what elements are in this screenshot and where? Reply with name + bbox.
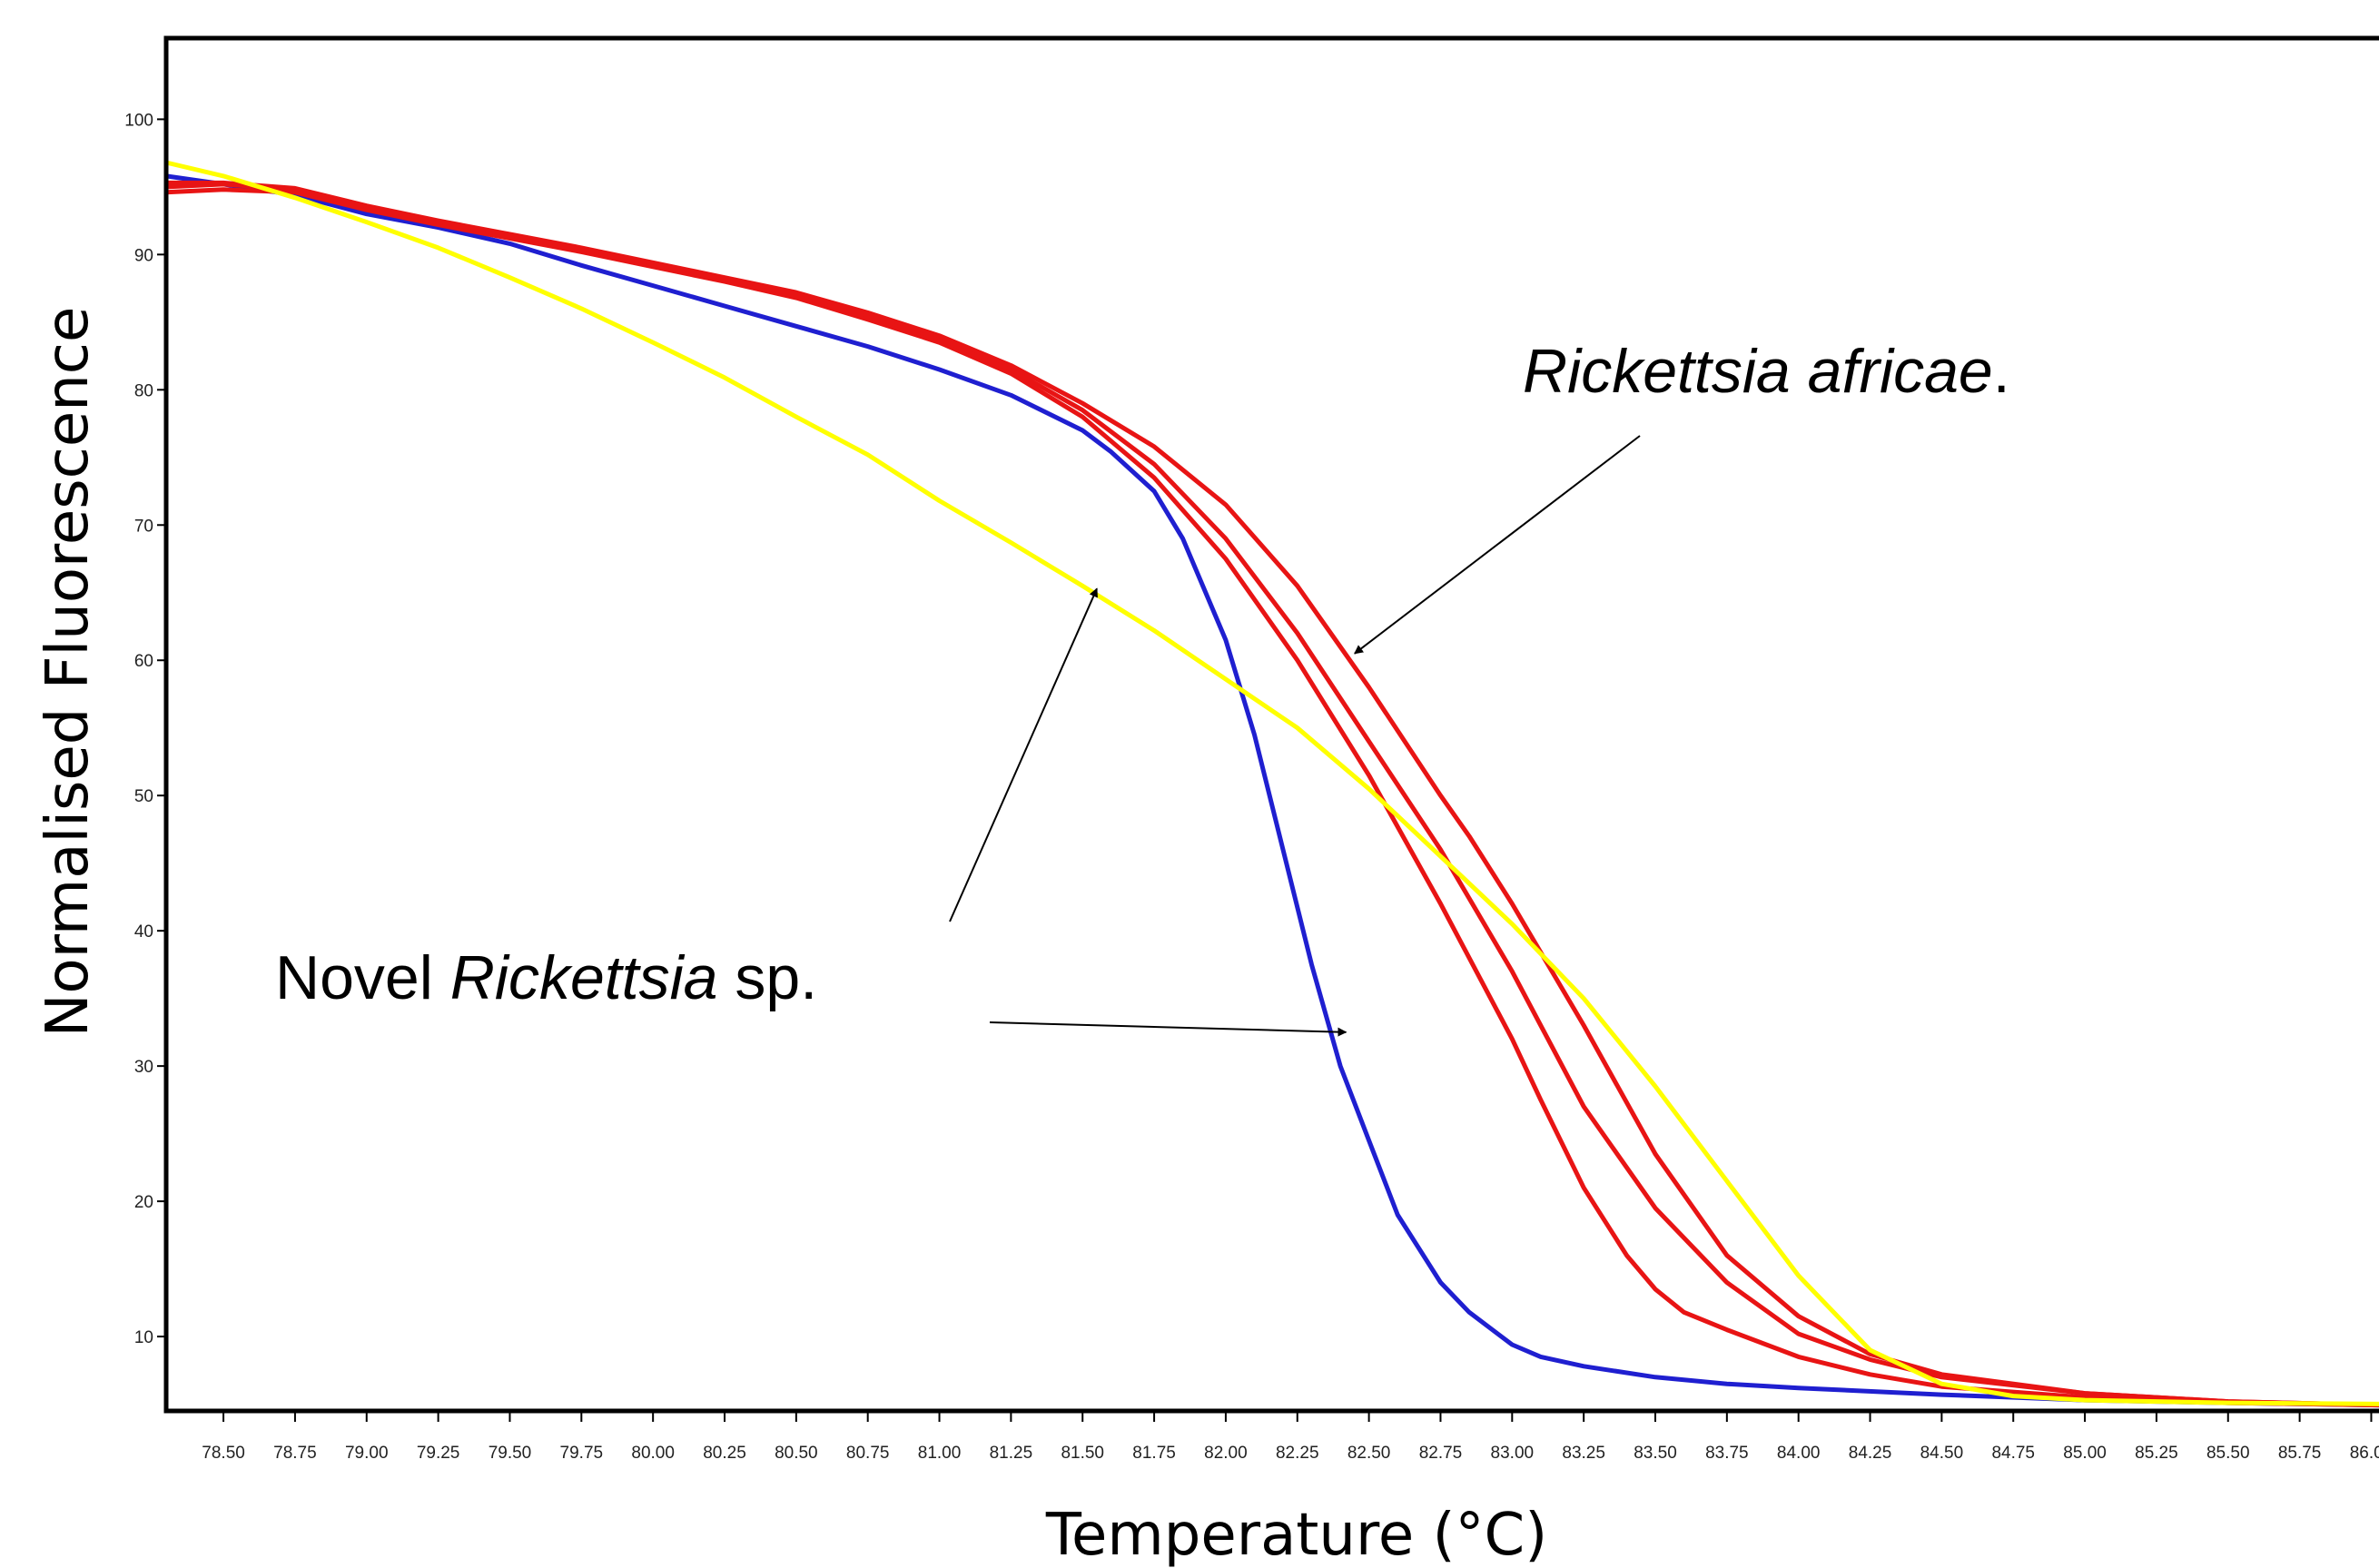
y-axis-label: Normalised Fluorescence — [35, 307, 102, 1038]
x-axis-label: Temperature (°C) — [1045, 1502, 1547, 1568]
melt-curve-line-4 — [163, 180, 2379, 1407]
annotation-label-novel: Novel Rickettsia sp. — [275, 943, 817, 1012]
x-tick-label: 84.50 — [1920, 1444, 1964, 1463]
annotation-novel-prefix: Novel — [275, 943, 450, 1012]
annotation-layer: Rickettsia africae. Novel Rickettsia sp. — [275, 337, 2010, 1037]
y-tick-label: 30 — [134, 1058, 153, 1077]
x-tick-label: 86.00 — [2350, 1444, 2379, 1463]
annotation-label-africae: Rickettsia africae. — [1523, 337, 2010, 406]
plot-frame — [163, 35, 2379, 1414]
y-tick-label: 60 — [134, 652, 153, 671]
annotation-africae-suffix: . — [1993, 337, 2010, 406]
x-tick-label: 85.50 — [2206, 1444, 2250, 1463]
y-tick-label: 90 — [134, 246, 153, 265]
melt-curve-line-2 — [163, 187, 2379, 1408]
x-tick-label: 84.75 — [1991, 1444, 2035, 1463]
x-tick-label: 82.50 — [1347, 1444, 1391, 1463]
x-tick-label: 81.75 — [1132, 1444, 1176, 1463]
y-tick-label: 40 — [134, 922, 153, 942]
melt-curve-line-3 — [163, 182, 2379, 1407]
annotation-novel-species: Rickettsia — [450, 943, 718, 1012]
x-tick-label: 83.50 — [1634, 1444, 1677, 1463]
x-tick-label: 81.25 — [990, 1444, 1033, 1463]
y-tick-label: 50 — [134, 787, 153, 806]
y-tick-label: 10 — [134, 1328, 153, 1347]
x-tick-label: 84.25 — [1849, 1444, 1892, 1463]
x-tick-label: 80.75 — [846, 1444, 890, 1463]
x-tick-label: 84.00 — [1777, 1444, 1821, 1463]
y-tick-label: 70 — [134, 517, 153, 536]
melt-curve-line-1 — [163, 173, 2379, 1408]
x-tick-label: 83.00 — [1491, 1444, 1535, 1463]
series-layer — [163, 160, 2379, 1408]
y-tick-label: 100 — [124, 111, 153, 130]
x-tick-label: 82.00 — [1204, 1444, 1248, 1463]
annotation-arrow-novel-yellow — [949, 587, 1098, 922]
annotation-novel-suffix: sp. — [718, 943, 818, 1012]
x-tick-label: 80.25 — [703, 1444, 746, 1463]
x-tick-label: 81.50 — [1061, 1444, 1104, 1463]
x-tick-label: 78.50 — [202, 1444, 245, 1463]
x-tick-label: 79.25 — [417, 1444, 460, 1463]
x-tick-label: 79.00 — [345, 1444, 389, 1463]
x-tick-label: 80.50 — [775, 1444, 818, 1463]
x-tick-label: 85.25 — [2135, 1444, 2178, 1463]
x-tick-label: 81.00 — [918, 1444, 962, 1463]
x-tick-label: 80.00 — [631, 1444, 675, 1463]
y-tick-label: 20 — [134, 1193, 153, 1212]
annotation-arrow-africae — [1354, 435, 1641, 655]
tick-layer: 78.50 78.75 79.00 79.25 79.50 79.75 80.00 80.25… — [124, 111, 2379, 1463]
x-tick-label: 83.75 — [1705, 1444, 1749, 1463]
annotation-africae-species: Rickettsia africae — [1523, 337, 1993, 406]
x-tick-label: 82.75 — [1419, 1444, 1463, 1463]
melt-curve-line-5 — [163, 160, 2379, 1406]
x-tick-label: 79.75 — [560, 1444, 604, 1463]
x-tick-label: 85.00 — [2063, 1444, 2107, 1463]
y-tick-label: 80 — [134, 381, 153, 400]
x-tick-label: 78.75 — [273, 1444, 317, 1463]
annotation-arrow-novel-blue — [989, 1021, 1347, 1037]
x-tick-label: 79.50 — [489, 1444, 532, 1463]
x-tick-label: 82.25 — [1276, 1444, 1319, 1463]
x-tick-label: 83.25 — [1562, 1444, 1605, 1463]
x-tick-label: 85.75 — [2278, 1444, 2322, 1463]
